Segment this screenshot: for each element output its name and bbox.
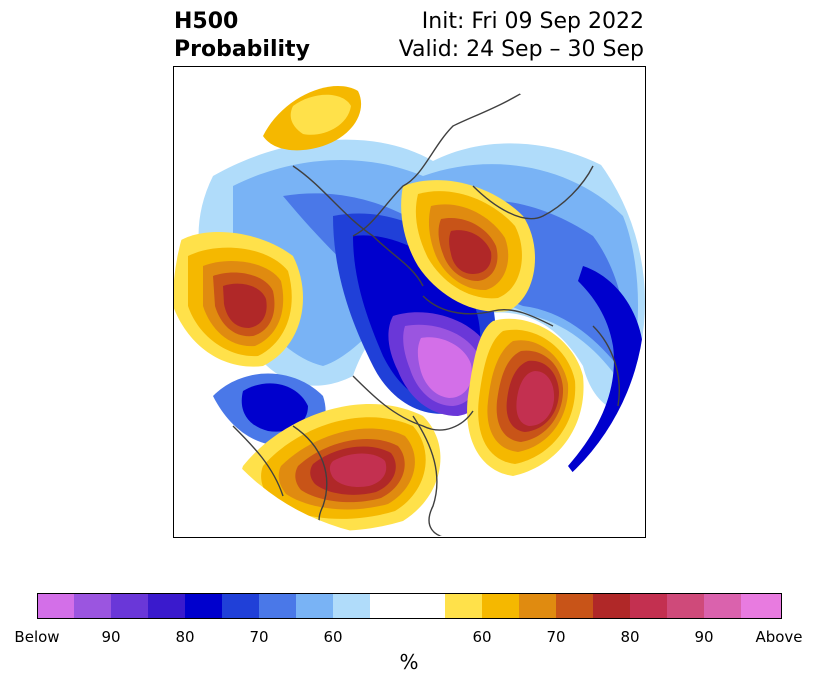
colorbar-segment: [37, 593, 74, 619]
colorbar-segment: [259, 593, 296, 619]
variable-title: H500: [174, 9, 239, 34]
colorbar-tick-label: 70: [249, 628, 269, 646]
colorbar-segment: [222, 593, 259, 619]
colorbar-segment: [74, 593, 111, 619]
colorbar-segment: [630, 593, 667, 619]
colorbar-segment: [185, 593, 222, 619]
probability-map: [173, 66, 646, 538]
colorbar-tick-label: 90: [101, 628, 121, 646]
colorbar-unit-label: %: [399, 650, 419, 674]
title-left: H500 Probability: [174, 8, 310, 64]
colorbar-segment: [445, 593, 482, 619]
map-field: [173, 66, 645, 538]
colorbar-segment: [296, 593, 333, 619]
colorbar-segment: [519, 593, 556, 619]
colorbar-tick-label: Above: [755, 628, 803, 646]
init-date: Init: Fri 09 Sep 2022: [421, 9, 644, 34]
colorbar-segment: [667, 593, 704, 619]
colorbar-tick-label: 70: [546, 628, 566, 646]
valid-range: Valid: 24 Sep – 30 Sep: [398, 37, 644, 62]
colorbar-segment: [333, 593, 370, 619]
colorbar-segment: [556, 593, 593, 619]
colorbar-segment: [111, 593, 148, 619]
variable-subtitle: Probability: [174, 37, 310, 62]
title-right: Init: Fri 09 Sep 2022 Valid: 24 Sep – 30…: [399, 8, 644, 64]
colorbar: [37, 593, 782, 619]
colorbar-segment: [370, 593, 445, 619]
colorbar-segment: [704, 593, 741, 619]
colorbar-segment: [148, 593, 185, 619]
colorbar-tick-label: 80: [620, 628, 640, 646]
colorbar-tick-label: 80: [175, 628, 195, 646]
colorbar-segment: [482, 593, 519, 619]
colorbar-tick-label: 60: [472, 628, 492, 646]
colorbar-tick-label: 60: [323, 628, 343, 646]
colorbar-border: [37, 593, 782, 619]
colorbar-tick-label: Below: [14, 628, 60, 646]
colorbar-tick-label: 90: [694, 628, 714, 646]
colorbar-segment: [593, 593, 630, 619]
colorbar-segment: [741, 593, 782, 619]
